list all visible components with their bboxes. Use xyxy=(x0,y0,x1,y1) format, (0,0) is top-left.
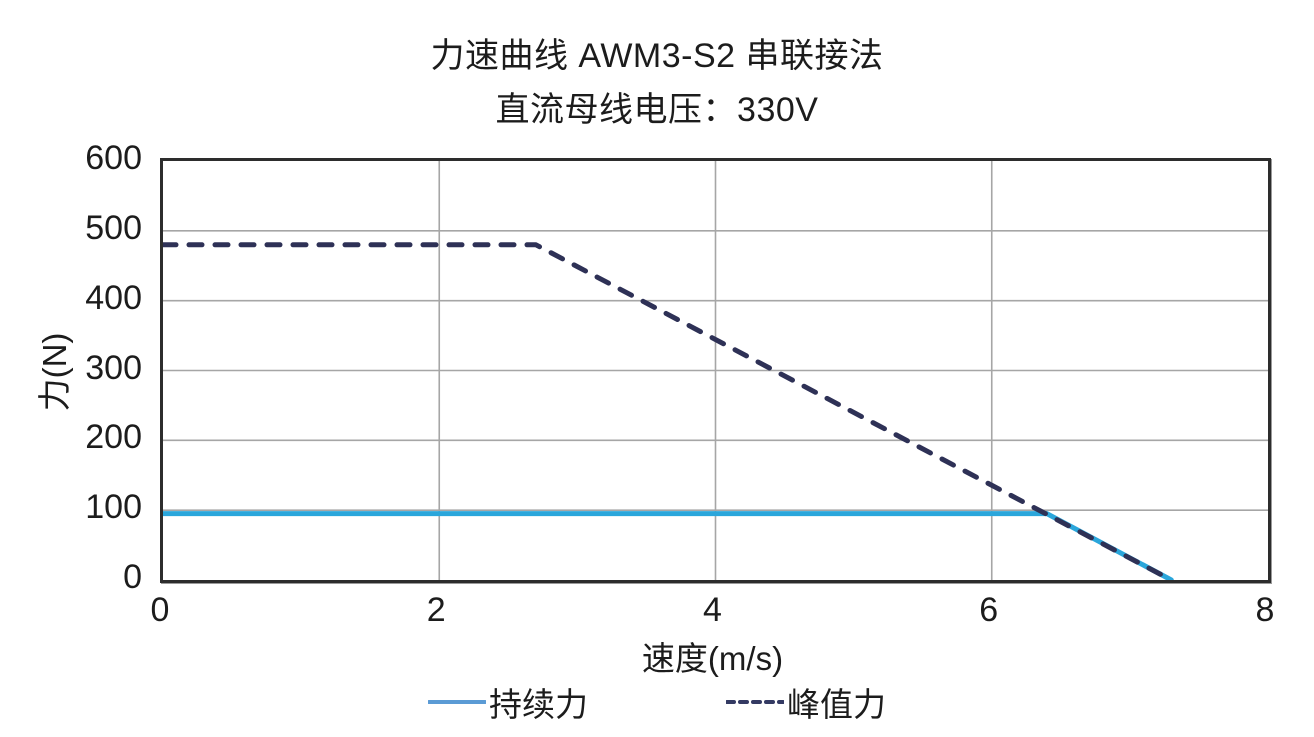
legend-label: 峰值力 xyxy=(787,686,886,723)
solid-line-swatch xyxy=(428,700,486,704)
chart-title: 力速曲线 AWM3-S2 串联接法 xyxy=(430,37,884,75)
y-tick-label: 100 xyxy=(85,488,142,527)
y-tick-label: 200 xyxy=(85,418,142,457)
continuous-force-line xyxy=(163,511,1174,580)
x-tick-label: 8 xyxy=(1255,591,1275,629)
y-tick-label: 500 xyxy=(85,208,142,247)
legend: 持续力 峰值力 xyxy=(0,678,1314,726)
y-tick-label: 600 xyxy=(85,139,142,177)
dashed-line-swatch xyxy=(726,700,784,704)
x-tick-label: 2 xyxy=(426,591,446,629)
legend-item-continuous-force: 持续力 xyxy=(428,678,588,726)
chart-subtitle: 直流母线电压：330V xyxy=(495,91,819,129)
x-tick-label: 0 xyxy=(150,591,170,629)
x-tick-label: 4 xyxy=(703,591,722,629)
x-axis-title: 速度(m/s) xyxy=(641,640,784,677)
legend-label: 持续力 xyxy=(489,686,588,723)
peak-force-line xyxy=(163,242,1174,580)
y-tick-label: 300 xyxy=(85,348,142,387)
x-tick-label: 6 xyxy=(979,591,999,629)
legend-item-peak-force: 峰值力 xyxy=(726,678,886,726)
plot-svg xyxy=(163,161,1268,580)
y-tick-label: 400 xyxy=(85,278,142,317)
y-tick-label: 0 xyxy=(123,558,142,596)
plot-area xyxy=(160,158,1271,583)
